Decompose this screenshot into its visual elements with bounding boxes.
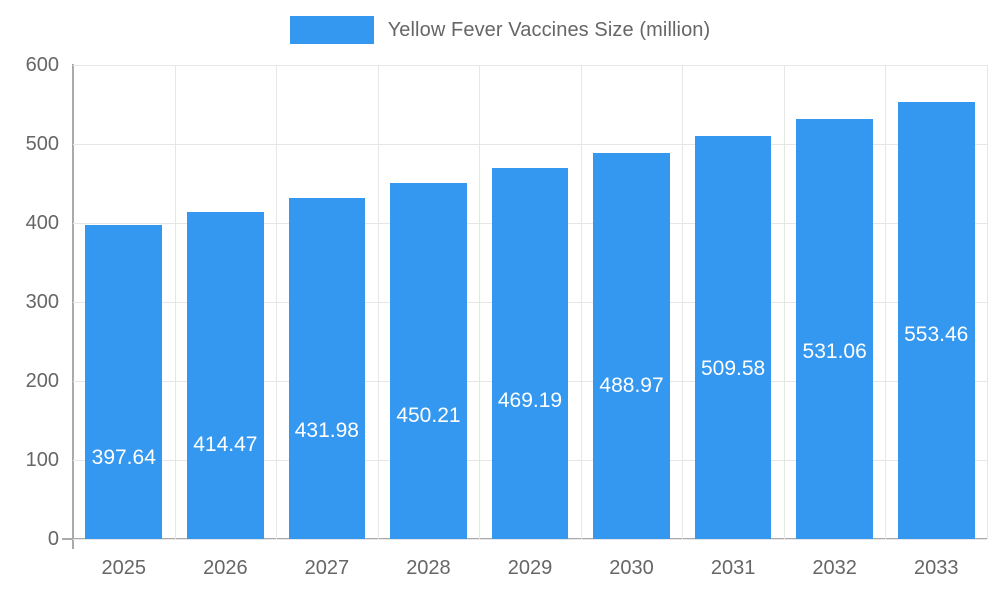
bar-value-label: 488.97: [599, 373, 664, 397]
gridline-vertical: [581, 65, 582, 539]
bar-value-label: 414.47: [193, 432, 258, 456]
x-axis-tick-label: 2031: [710, 557, 756, 579]
gridline-horizontal: [73, 539, 987, 540]
bar[interactable]: [390, 183, 467, 539]
bar-value-label: 450.21: [396, 404, 461, 428]
x-axis-tick-label: 2025: [101, 557, 147, 579]
plot-area: 397.64 414.47 431.98 450.21 469.19 488.97 509.…: [73, 65, 988, 540]
y-axis-tick-label: 300: [25, 291, 59, 313]
bar[interactable]: [593, 152, 670, 539]
bar-value-label: 469.19: [497, 389, 563, 413]
y-axis-line: [72, 64, 74, 549]
bar[interactable]: [796, 119, 873, 539]
gridline-vertical: [378, 65, 379, 539]
gridline-horizontal: [73, 65, 987, 66]
gridline-vertical: [276, 65, 277, 539]
bar[interactable]: [491, 168, 569, 539]
gridline-vertical: [885, 65, 886, 539]
bar-value-label: 531.06: [802, 340, 867, 364]
y-axis-tick-label: 0: [47, 528, 59, 550]
y-axis-tick-label: 100: [25, 449, 59, 471]
gridline-vertical: [784, 65, 785, 539]
y-axis-tick-label: 600: [25, 54, 59, 76]
y-axis-tick-label: 400: [25, 212, 59, 234]
y-axis-tick-label: 500: [25, 133, 59, 155]
gridline-vertical: [479, 65, 480, 539]
bar[interactable]: [897, 101, 975, 539]
x-axis-tick-label: 2027: [304, 557, 350, 579]
chart-legend: Yellow Fever Vaccines Size (million): [0, 12, 1000, 48]
legend-color-swatch: [289, 16, 374, 44]
gridline-vertical: [682, 65, 683, 539]
gridline-vertical: [987, 65, 988, 539]
bar[interactable]: [186, 211, 264, 539]
gridline-vertical: [175, 65, 176, 539]
bar[interactable]: [288, 197, 366, 539]
gridline-horizontal: [73, 144, 987, 145]
bar-value-label: 397.64: [91, 445, 156, 469]
x-axis-tick-label: 2029: [507, 557, 553, 579]
x-axis-tick-label: 2033: [913, 557, 959, 579]
y-axis-tick-label: 200: [25, 370, 59, 392]
x-axis-tick-label: 2026: [203, 557, 248, 579]
bar-value-label: 509.58: [700, 357, 766, 381]
legend-label: Yellow Fever Vaccines Size (million): [387, 18, 711, 41]
bar-value-label: 553.46: [904, 322, 969, 346]
bar-value-label: 431.98: [294, 418, 359, 442]
x-axis-tick-label: 2028: [406, 557, 451, 579]
bar[interactable]: [85, 224, 163, 539]
bar[interactable]: [694, 136, 772, 539]
x-axis-tick-label: 2032: [812, 557, 857, 579]
x-axis-tick-label: 2030: [609, 557, 654, 579]
